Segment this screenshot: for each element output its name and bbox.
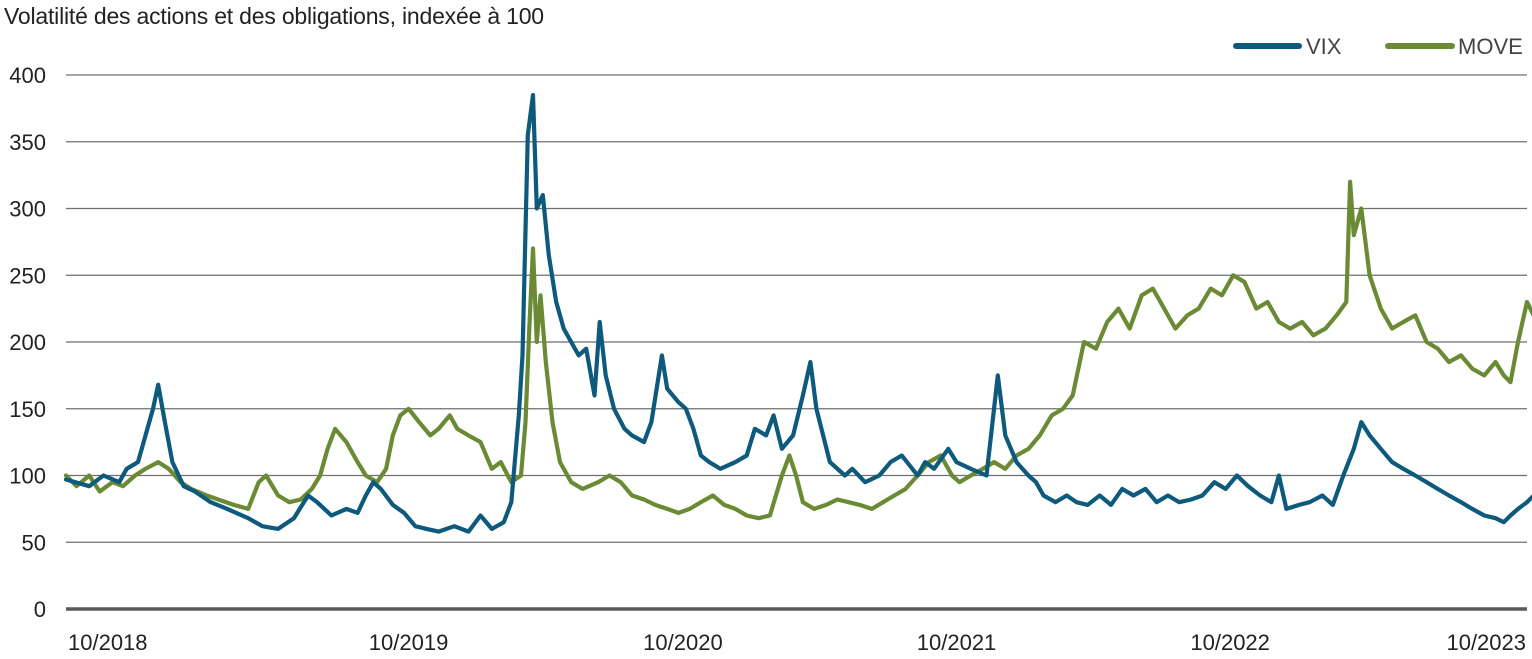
x-tick-label: 10/2018 xyxy=(68,630,148,655)
y-tick-label: 200 xyxy=(9,330,46,355)
x-axis: 10/2018 10/2019 10/2020 10/2021 10/2022 10/20… xyxy=(68,630,1526,655)
y-tick-label: 150 xyxy=(9,397,46,422)
y-tick-label: 350 xyxy=(9,130,46,155)
grid-lines xyxy=(66,74,1527,611)
y-axis: 0 50 100 150 200 250 300 350 400 xyxy=(9,63,46,622)
x-tick-label: 10/2021 xyxy=(917,630,997,655)
series-line-vix xyxy=(63,92,1532,534)
y-tick-label: 250 xyxy=(9,263,46,288)
x-tick-label: 10/2023 xyxy=(1446,630,1526,655)
y-tick-label: 400 xyxy=(9,63,46,88)
x-tick-label: 10/2020 xyxy=(643,630,723,655)
legend: VIX MOVE xyxy=(1233,34,1523,59)
y-tick-label: 0 xyxy=(34,597,46,622)
y-tick-label: 300 xyxy=(9,197,46,222)
x-tick-label: 10/2022 xyxy=(1190,630,1270,655)
series-line-move xyxy=(63,179,1532,521)
chart-title: Volatilité des actions et des obligation… xyxy=(4,3,544,29)
series-lines xyxy=(63,92,1532,534)
legend-label-move: MOVE xyxy=(1458,34,1523,59)
legend-label-vix: VIX xyxy=(1306,34,1342,59)
x-tick-label: 10/2019 xyxy=(369,630,449,655)
y-tick-label: 100 xyxy=(9,464,46,489)
y-tick-label: 50 xyxy=(22,530,46,555)
